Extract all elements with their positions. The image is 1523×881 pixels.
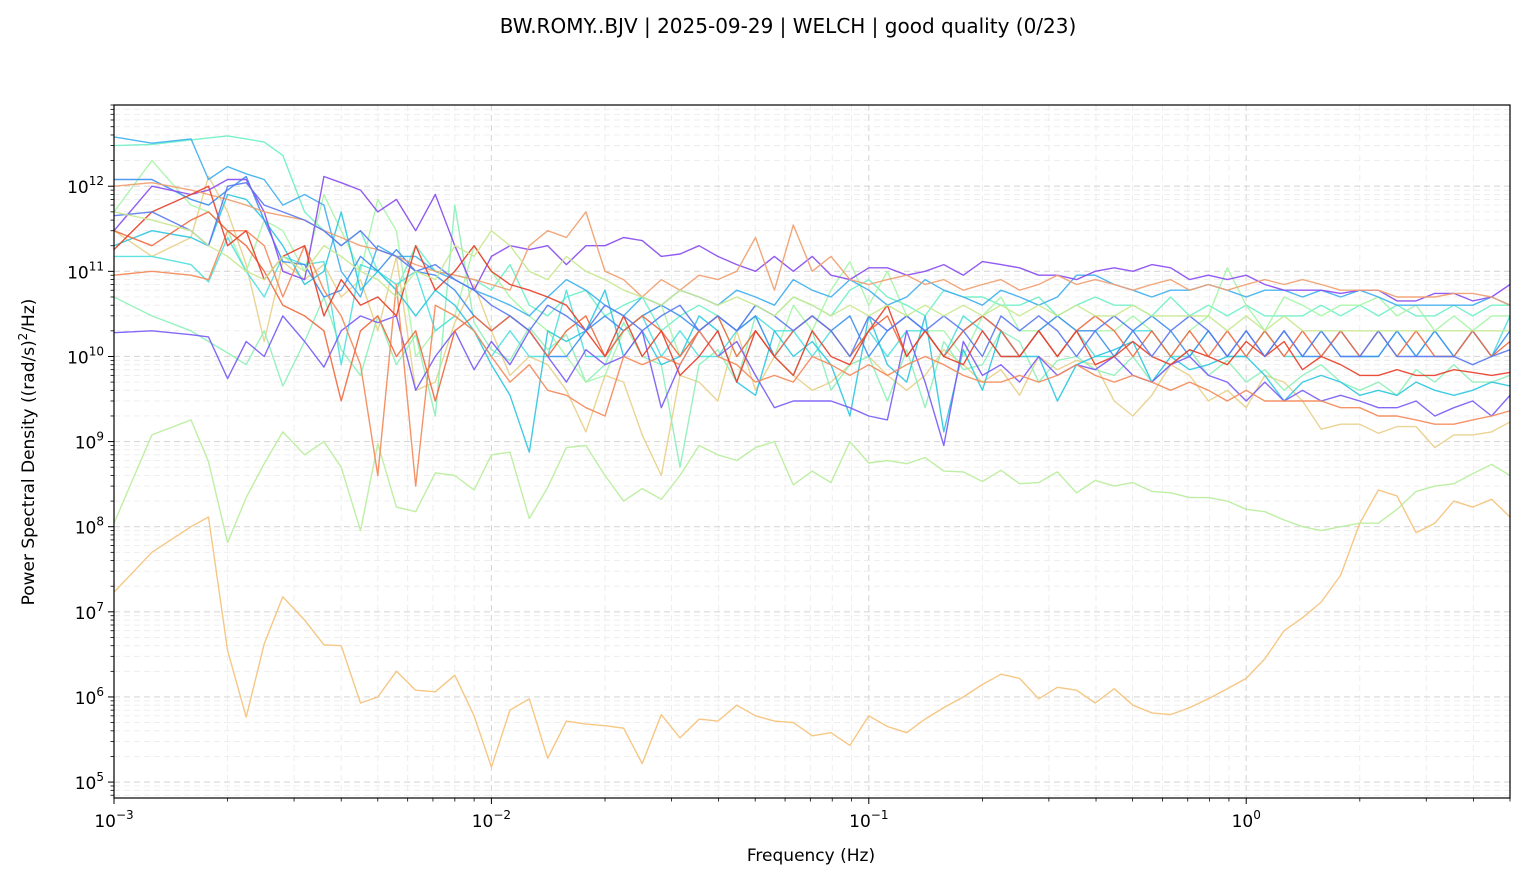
psd-series-line-14 (114, 229, 1510, 487)
y-tick-label-base: 10 (67, 348, 89, 368)
y-tick-label: 1012 (67, 174, 104, 198)
x-tick-label: 100 (1232, 808, 1261, 832)
y-tick-label-base: 10 (75, 774, 97, 794)
x-tick-label-exp: −1 (871, 808, 889, 822)
x-tick-label-exp: 0 (1253, 808, 1261, 822)
y-tick-label: 109 (75, 430, 104, 454)
x-tick-label: 10−2 (472, 808, 511, 832)
y-tick-label-base: 10 (75, 689, 97, 709)
y-tick-label: 105 (75, 770, 104, 794)
y-tick-label-exp: 10 (89, 344, 104, 358)
series-lines (114, 135, 1510, 768)
x-tick-label-exp: −3 (116, 808, 134, 822)
y-axis-label-tail: /Hz) (19, 299, 39, 333)
y-axis-label: Power Spectral Density ((rad/s)2/Hz) (16, 299, 39, 606)
y-tick-label: 107 (75, 600, 104, 624)
y-axis-label-sup: 2 (16, 333, 30, 341)
x-tick-label-base: 10 (849, 812, 871, 832)
y-tick-label: 1010 (67, 344, 104, 368)
plot-frame (113, 104, 1511, 799)
y-tick-label: 1011 (67, 259, 104, 283)
x-axis-label: Frequency (Hz) (747, 846, 875, 866)
psd-series-line-17 (114, 181, 1510, 366)
x-tick-label-base: 10 (472, 812, 494, 832)
y-tick-label-base: 10 (75, 604, 97, 624)
psd-series-line-2 (114, 419, 1510, 544)
y-tick-label: 106 (75, 685, 104, 709)
psd-series-line-3 (114, 175, 1510, 477)
psd-series-line-12 (114, 175, 1510, 302)
x-tick-label: 10−3 (94, 808, 133, 832)
x-tick-label: 10−1 (849, 808, 888, 832)
y-tick-label-base: 10 (75, 519, 97, 539)
axis-ticks: 10−3 10−2 10−1 1001051061071081091010101110… (67, 104, 1511, 832)
y-tick-label-exp: 12 (89, 174, 104, 188)
psd-series-line-1 (114, 489, 1510, 768)
x-tick-label-base: 10 (1232, 812, 1254, 832)
psd-series-line-18 (114, 211, 1510, 332)
y-tick-label-exp: 6 (96, 685, 104, 699)
x-tick-label-base: 10 (94, 812, 116, 832)
y-tick-label-base: 10 (67, 178, 89, 198)
chart-title: BW.ROMY..BJV | 2025-09-29 | WELCH | good… (500, 14, 1077, 38)
psd-series-line-6 (114, 159, 1510, 383)
y-tick-label-exp: 5 (96, 770, 104, 784)
y-tick-label: 108 (75, 515, 104, 539)
y-tick-label-exp: 7 (96, 600, 104, 614)
psd-series-line-16 (114, 185, 1510, 383)
x-tick-label-exp: −2 (493, 808, 511, 822)
y-tick-label-exp: 9 (96, 430, 104, 444)
y-tick-label-exp: 8 (96, 515, 104, 529)
y-tick-label-base: 10 (75, 434, 97, 454)
y-axis-label-main: Power Spectral Density ((rad/s) (19, 340, 39, 605)
y-tick-label-exp: 11 (89, 259, 104, 273)
y-tick-label-base: 10 (67, 263, 89, 283)
